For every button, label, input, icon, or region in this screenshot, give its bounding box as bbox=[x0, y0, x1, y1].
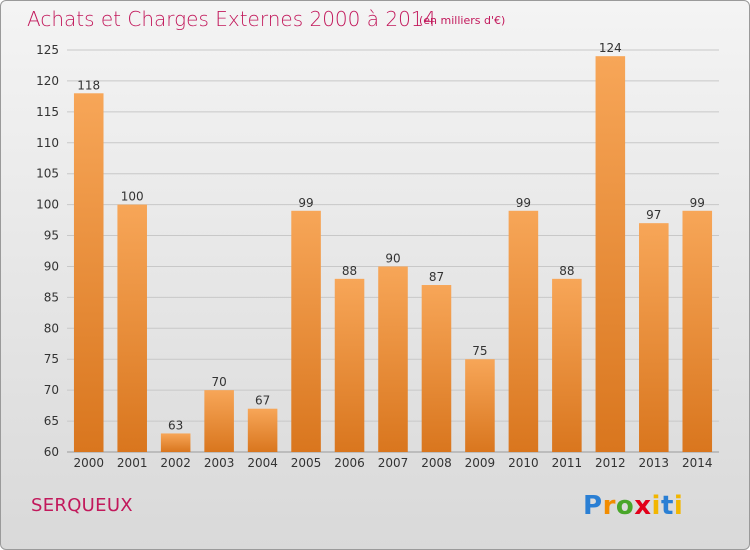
value-label-2001: 100 bbox=[121, 190, 144, 204]
y-tick-label: 100 bbox=[36, 198, 59, 212]
value-label-2011: 88 bbox=[559, 264, 574, 278]
bar-2000 bbox=[73, 93, 104, 453]
bar-2011 bbox=[552, 278, 582, 452]
value-label-2000: 118 bbox=[77, 78, 100, 92]
x-tick-label-2007: 2007 bbox=[378, 456, 409, 470]
y-tick-label: 60 bbox=[44, 445, 59, 459]
value-label-2006: 88 bbox=[342, 264, 357, 278]
x-tick-label-2000: 2000 bbox=[73, 456, 104, 470]
value-label-2008: 87 bbox=[429, 270, 444, 284]
value-label-2012: 124 bbox=[599, 41, 622, 55]
value-label-2005: 99 bbox=[298, 196, 313, 210]
y-tick-label: 85 bbox=[44, 290, 59, 304]
value-label-2013: 97 bbox=[646, 208, 661, 222]
chart-unit: (en milliers d'€) bbox=[419, 14, 506, 27]
value-label-2009: 75 bbox=[472, 344, 487, 358]
y-tick-label: 115 bbox=[36, 105, 59, 119]
x-tick-label-2011: 2011 bbox=[552, 456, 583, 470]
bar-2001 bbox=[117, 204, 147, 452]
value-label-2004: 67 bbox=[255, 394, 270, 408]
y-tick-label: 65 bbox=[44, 414, 59, 428]
x-tick-label-2004: 2004 bbox=[247, 456, 278, 470]
proxiti-logo: Proxiti bbox=[583, 491, 684, 521]
y-tick-label: 80 bbox=[44, 321, 59, 335]
bar-2008 bbox=[421, 285, 452, 452]
bar-2009 bbox=[465, 359, 495, 452]
bar-2003 bbox=[204, 390, 234, 452]
commune-name: SERQUEUX bbox=[31, 495, 133, 516]
bar-2002 bbox=[160, 433, 191, 452]
value-label-2002: 63 bbox=[168, 418, 183, 432]
value-label-2010: 99 bbox=[516, 196, 531, 210]
x-tick-label-2001: 2001 bbox=[117, 456, 148, 470]
y-tick-label: 75 bbox=[44, 352, 59, 366]
bar-2005 bbox=[291, 210, 321, 452]
bar-2004 bbox=[247, 408, 278, 452]
x-tick-label-2012: 2012 bbox=[595, 456, 626, 470]
value-label-2014: 99 bbox=[690, 196, 705, 210]
x-tick-label-2006: 2006 bbox=[334, 456, 365, 470]
x-tick-label-2005: 2005 bbox=[291, 456, 322, 470]
bar-2014 bbox=[682, 210, 713, 452]
x-tick-label-2003: 2003 bbox=[204, 456, 235, 470]
y-tick-label: 95 bbox=[44, 229, 59, 243]
value-label-2003: 70 bbox=[211, 375, 226, 389]
bar-2013 bbox=[639, 223, 669, 452]
x-tick-label-2014: 2014 bbox=[682, 456, 713, 470]
bar-2010 bbox=[508, 210, 539, 452]
bar-2007 bbox=[378, 266, 408, 452]
value-label-2007: 90 bbox=[385, 251, 400, 265]
bar-2006 bbox=[334, 278, 365, 452]
y-tick-label: 120 bbox=[36, 74, 59, 88]
y-tick-label: 90 bbox=[44, 259, 59, 273]
x-tick-label-2002: 2002 bbox=[160, 456, 191, 470]
x-tick-label-2010: 2010 bbox=[508, 456, 539, 470]
y-tick-label: 105 bbox=[36, 167, 59, 181]
y-tick-label: 110 bbox=[36, 136, 59, 150]
bar-2012 bbox=[595, 56, 626, 452]
x-tick-label-2008: 2008 bbox=[421, 456, 452, 470]
x-tick-label-2013: 2013 bbox=[639, 456, 670, 470]
x-tick-label-2009: 2009 bbox=[465, 456, 496, 470]
chart-title: Achats et Charges Externes 2000 à 2014 bbox=[27, 7, 437, 31]
y-tick-label: 125 bbox=[36, 43, 59, 57]
y-tick-label: 70 bbox=[44, 383, 59, 397]
